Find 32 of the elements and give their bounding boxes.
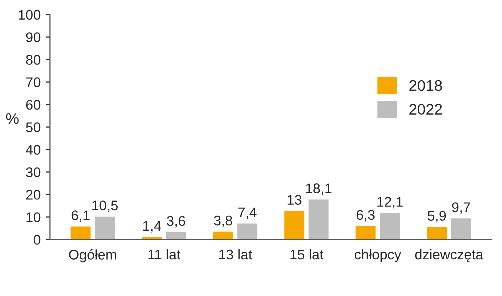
x-tick-label: 13 lat [220, 249, 252, 260]
data-label: 5,9 [428, 211, 446, 223]
data-label: 7,4 [238, 208, 257, 220]
legend-label: 2022 [410, 104, 442, 115]
legend-label: 2018 [410, 80, 442, 92]
data-label: 18,1 [306, 184, 332, 196]
y-tick-label: 20 [26, 190, 41, 200]
y-tick-label: 40 [26, 145, 41, 155]
data-label: 10,5 [92, 200, 118, 212]
y-tick-label: 50 [26, 122, 41, 132]
y-tick-label: 70 [26, 78, 41, 88]
data-label: 6,3 [356, 210, 375, 222]
y-tick-label: 100 [19, 10, 41, 20]
data-label: 6,1 [72, 210, 90, 222]
y-tick-label: 0 [34, 235, 41, 245]
x-tick-label: 15 lat [290, 249, 324, 260]
y-tick-label: 10 [26, 212, 41, 222]
y-axis-title: % [6, 114, 19, 124]
data-label: 3,8 [214, 216, 232, 228]
x-tick-label: Ogółem [69, 249, 116, 263]
x-tick-label: 11 lat [148, 249, 181, 260]
y-tick-label: 60 [26, 100, 41, 110]
x-tick-label: dziewczęta [415, 249, 484, 262]
y-tick-label: 90 [26, 32, 41, 42]
data-label: 9,7 [452, 202, 470, 214]
data-label: 12,1 [378, 197, 403, 209]
x-tick-label: chłopcy [355, 249, 402, 262]
data-label: 3,6 [167, 216, 186, 228]
y-tick-label: 30 [26, 168, 41, 178]
data-label: 13 [288, 195, 302, 205]
data-label: 1,4 [143, 221, 162, 233]
y-tick-label: 80 [26, 55, 41, 65]
